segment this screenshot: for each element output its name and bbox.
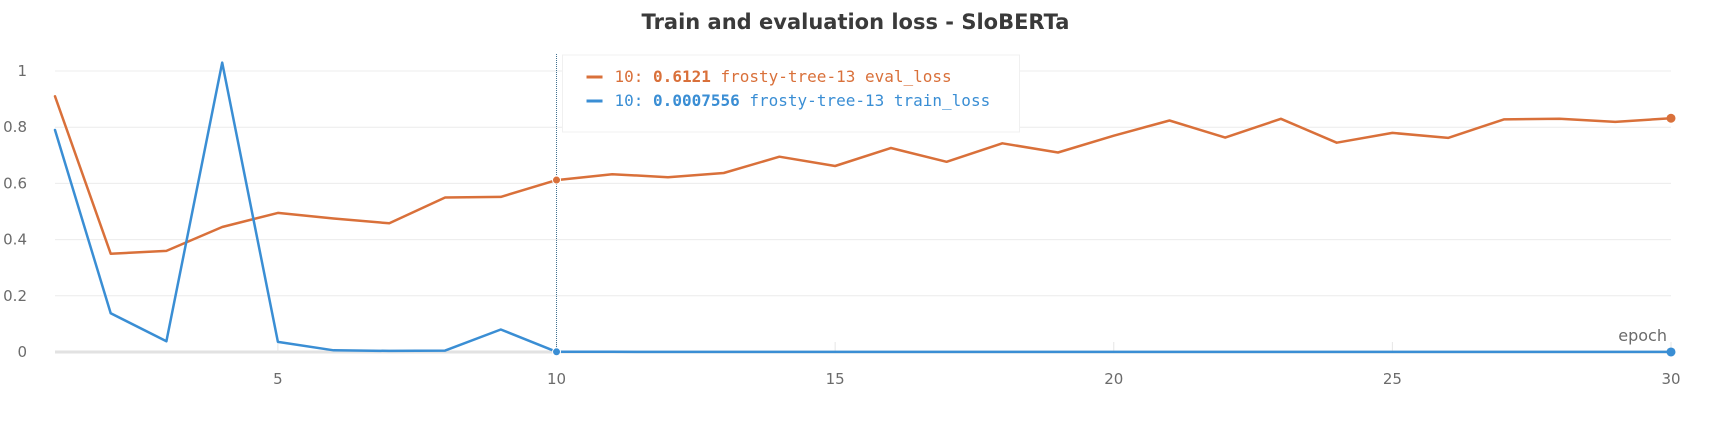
x-tick-label: 30	[1661, 370, 1680, 388]
x-tick-label: 15	[826, 370, 845, 388]
tooltip-x-value: 10:	[615, 91, 654, 110]
y-tick-label: 0.4	[3, 231, 27, 249]
y-tick-label: 0.6	[3, 174, 27, 192]
y-tick-label: 0	[17, 343, 27, 361]
x-tick-label: 20	[1104, 370, 1123, 388]
tooltip-row: 10: 0.6121 frosty-tree-13 eval_loss	[615, 67, 952, 86]
hover-point-eval-loss	[552, 175, 562, 185]
y-tick-label: 1	[17, 62, 27, 80]
x-tick-label: 5	[273, 370, 283, 388]
end-point-eval-loss	[1666, 113, 1676, 123]
y-tick-label: 0.8	[3, 118, 27, 136]
series-line-eval-loss[interactable]	[53, 95, 1673, 255]
tooltip-row: 10: 0.0007556 frosty-tree-13 train_loss	[615, 91, 991, 110]
series-layer	[53, 61, 1676, 357]
chart-title: Train and evaluation loss - SloBERTa	[641, 10, 1070, 34]
end-point-train-loss	[1666, 347, 1676, 357]
series-line-train-loss[interactable]	[53, 61, 1673, 354]
y-tick-label: 0.2	[3, 287, 27, 305]
x-tick-label: 25	[1383, 370, 1402, 388]
tooltip-y-value: 0.0007556	[653, 91, 740, 110]
tooltip-y-value: 0.6121	[653, 67, 711, 86]
x-tick-label: 10	[547, 370, 566, 388]
tooltip-x-value: 10:	[615, 67, 654, 86]
y-axis: 0 0.2 0.4 0.6 0.8 1	[3, 62, 27, 361]
tooltip	[562, 54, 1021, 133]
x-axis-label: epoch	[1618, 326, 1667, 345]
hover-point-train-loss	[552, 347, 562, 357]
x-axis: 5 10 15 20 25 30	[55, 342, 1681, 388]
tooltip-series-name: frosty-tree-13 train_loss	[740, 91, 990, 110]
tooltip-series-name: frosty-tree-13 eval_loss	[711, 67, 952, 86]
